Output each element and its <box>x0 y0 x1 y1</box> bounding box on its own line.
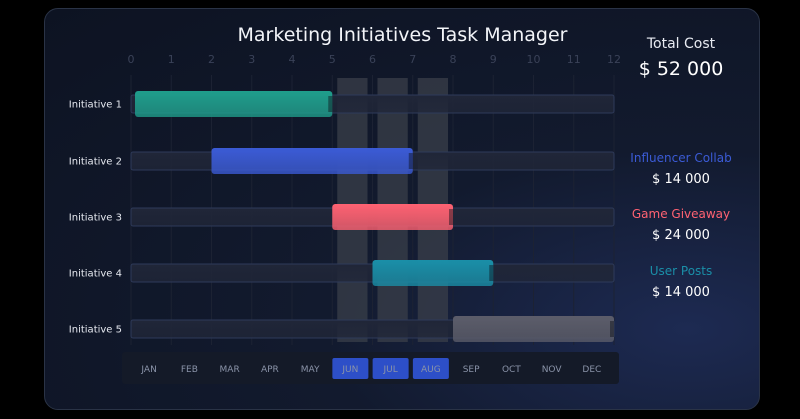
month-label: SEP <box>463 365 480 375</box>
x-tick-label: 12 <box>607 53 621 66</box>
month-label: JUL <box>382 365 397 375</box>
x-tick-label: 11 <box>567 53 581 66</box>
row-label: Initiative 2 <box>69 157 122 168</box>
row-label: Initiative 1 <box>69 100 122 111</box>
x-tick-label: 10 <box>527 53 541 66</box>
bar-end-shadow <box>489 265 494 281</box>
month-label: OCT <box>502 365 521 375</box>
month-label: DEC <box>582 365 601 375</box>
bar-end-shadow <box>610 321 614 337</box>
month-strip <box>122 352 619 384</box>
legend-value: $ 24 000 <box>652 228 710 243</box>
month-highlight <box>372 358 409 379</box>
month-highlight <box>412 358 449 379</box>
legend-value: $ 14 000 <box>652 172 710 187</box>
total-cost-value: $ 52 000 <box>638 58 724 80</box>
legend-item-influencer-collab: Influencer Collab $ 14 000 <box>625 151 737 187</box>
gantt-bar <box>453 316 614 342</box>
x-tick-label: 1 <box>168 53 175 66</box>
legend-value: $ 14 000 <box>652 285 710 300</box>
x-tick-label: 6 <box>369 53 376 66</box>
gantt-bar <box>372 260 494 286</box>
x-tick-label: 9 <box>490 53 497 66</box>
legend-name: User Posts <box>649 264 713 278</box>
bar-end-shadow <box>449 209 453 225</box>
x-tick-label: 8 <box>450 53 457 66</box>
row-label: Initiative 5 <box>69 325 122 336</box>
gantt-bar <box>332 204 453 230</box>
month-label: MAY <box>301 365 320 375</box>
legend-name: Game Giveaway <box>631 207 731 221</box>
gantt-bar <box>211 148 413 174</box>
bar-end-shadow <box>328 96 333 112</box>
legend-name: Influencer Collab <box>630 151 732 165</box>
x-tick-label: 0 <box>128 53 135 66</box>
month-label: JAN <box>140 365 156 375</box>
month-label: NOV <box>542 365 563 375</box>
gantt-bar <box>135 91 333 117</box>
total-cost-block: Total Cost $ 52 000 <box>625 36 737 80</box>
x-tick-label: 2 <box>208 53 215 66</box>
month-highlight <box>332 358 369 379</box>
x-tick-label: 3 <box>248 53 255 66</box>
month-label: AUG <box>421 365 441 375</box>
legend-item-user-posts: User Posts $ 14 000 <box>625 264 737 300</box>
row-label: Initiative 3 <box>69 213 122 224</box>
row-label: Initiative 4 <box>69 269 122 280</box>
chart-title: Marketing Initiatives Task Manager <box>237 24 568 46</box>
month-label: FEB <box>181 365 198 375</box>
x-tick-label: 7 <box>409 53 416 66</box>
month-label: MAR <box>220 365 240 375</box>
x-tick-label: 4 <box>289 53 296 66</box>
x-tick-label: 5 <box>329 53 336 66</box>
total-cost-label: Total Cost <box>646 36 716 52</box>
legend-item-game-giveaway: Game Giveaway $ 24 000 <box>625 207 737 243</box>
month-label: JUN <box>341 365 358 375</box>
month-label: APR <box>261 365 279 375</box>
bar-end-shadow <box>408 153 413 169</box>
